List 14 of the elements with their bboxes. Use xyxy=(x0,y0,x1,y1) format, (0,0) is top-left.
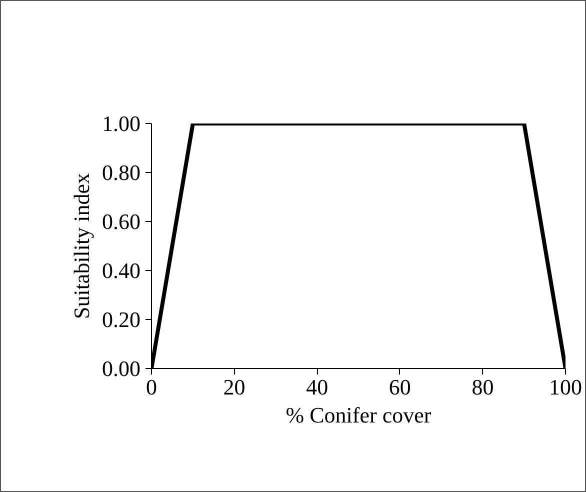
y-tick-label: 0.20 xyxy=(102,307,140,332)
x-tick-label: 40 xyxy=(306,374,328,400)
y-tick-label: 0.60 xyxy=(102,209,140,234)
y-tick-label: 0.40 xyxy=(102,258,140,283)
y-tick-label: 0.00 xyxy=(102,356,140,381)
x-axis-title: % Conifer cover xyxy=(286,402,432,428)
y-tick-label: 0.80 xyxy=(102,160,140,185)
x-tick-label: 60 xyxy=(388,374,411,400)
x-tick-label: 20 xyxy=(223,374,246,400)
x-tick-label: 100 xyxy=(549,374,582,400)
y-axis-title: Suitability index xyxy=(69,172,94,320)
y-tick-label: 1.00 xyxy=(102,111,140,136)
x-tick-label: 0 xyxy=(146,374,157,400)
x-tick-label: 80 xyxy=(472,374,494,400)
